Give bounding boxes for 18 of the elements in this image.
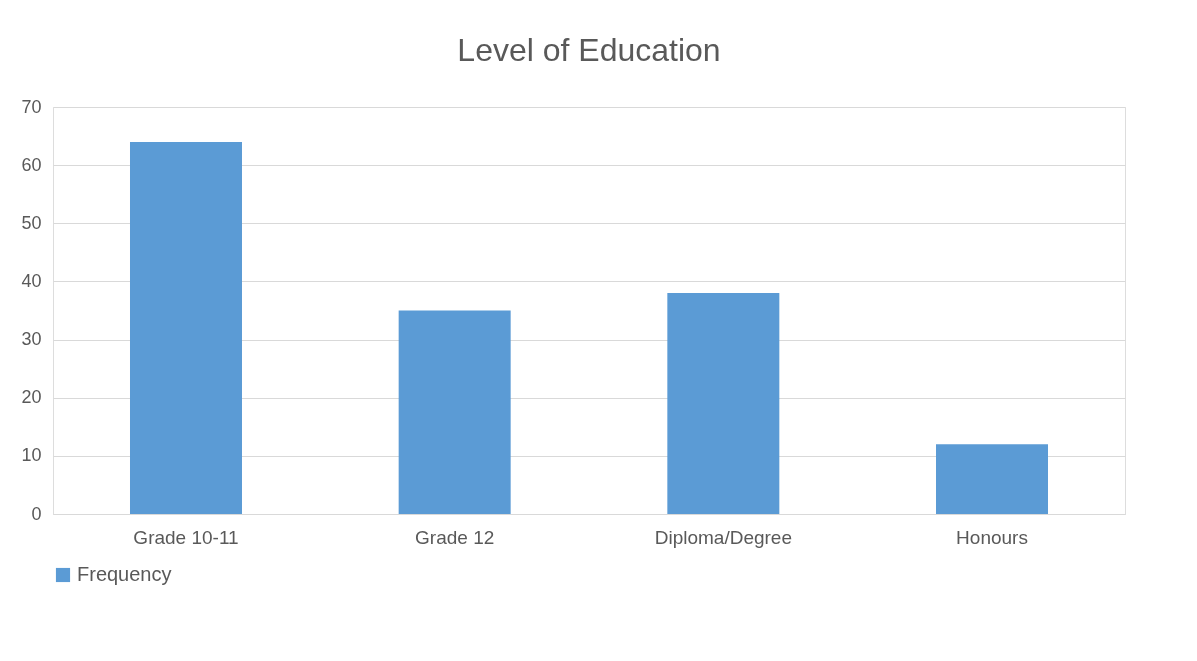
y-tick-label: 0: [31, 503, 42, 524]
y-tick-label: 60: [21, 154, 42, 175]
y-tick-label: 30: [21, 329, 42, 350]
chart-title: Level of Education: [457, 32, 721, 68]
y-tick-label: 10: [21, 445, 42, 466]
y-tick-label: 50: [21, 212, 42, 233]
x-tick-label: Honours: [956, 526, 1028, 548]
bar: [936, 444, 1049, 514]
x-tick-label: Grade 12: [415, 526, 495, 548]
legend-label: Frequency: [77, 563, 172, 585]
y-tick-label: 20: [21, 387, 42, 408]
y-tick-label: 40: [21, 270, 42, 291]
bar: [667, 293, 780, 514]
x-tick-label: Grade 10-11: [133, 526, 239, 548]
bar: [398, 310, 511, 514]
x-tick-label: Diploma/Degree: [654, 526, 792, 548]
y-tick-label: 70: [21, 96, 42, 117]
bar: [129, 141, 242, 514]
